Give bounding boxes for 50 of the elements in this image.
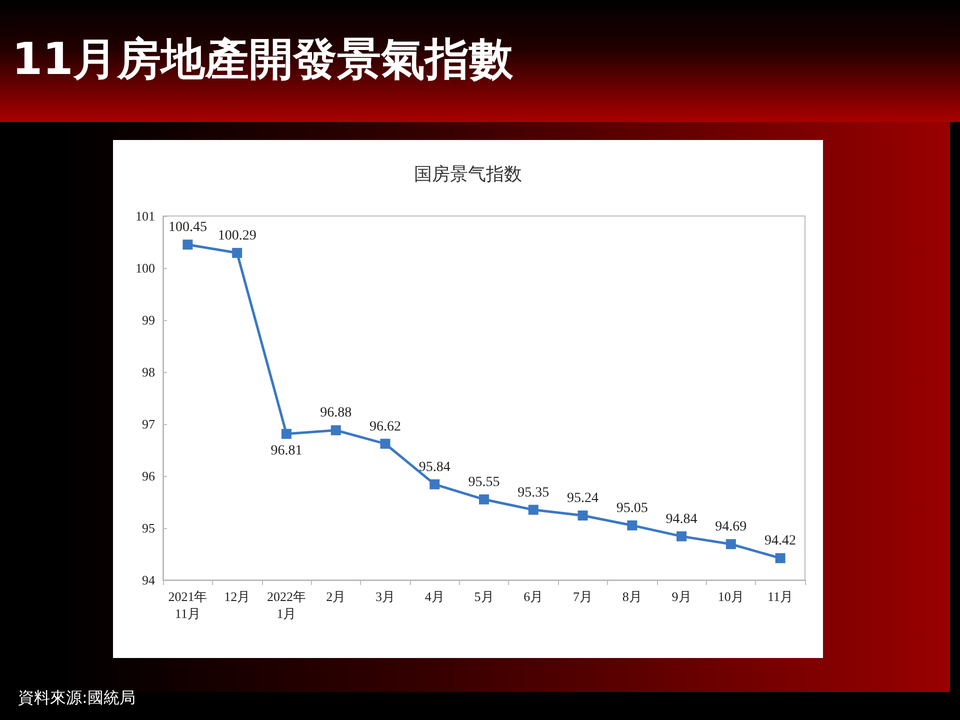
x-tick-label: 2021年 11月	[168, 589, 208, 621]
point	[676, 531, 687, 542]
point	[528, 504, 538, 515]
point	[330, 425, 341, 436]
x-tick-label: 9月	[672, 589, 692, 604]
point	[627, 520, 638, 530]
data-label: 94.69	[715, 520, 747, 535]
x-tick-label: 4月	[424, 589, 444, 604]
point	[281, 428, 292, 439]
x-tick-label: 11月	[768, 589, 794, 604]
data-label: 100.45	[168, 220, 207, 236]
data-label: 95.24	[567, 491, 599, 506]
data-label: 95.35	[518, 485, 550, 500]
x-tick-label: 5月	[474, 589, 494, 604]
point	[430, 479, 440, 490]
data-label: 94.42	[764, 534, 796, 549]
point	[182, 240, 193, 250]
data-label: 95.05	[616, 500, 648, 516]
data-label: 95.84	[418, 460, 450, 475]
point	[380, 438, 390, 449]
chart-subtitle: 国房景气指数	[413, 163, 523, 186]
source-note: 資料來源:國統局	[18, 688, 136, 709]
x-tick-label: 8月	[622, 589, 642, 604]
x-tick-label: 2022年 1月	[266, 589, 306, 621]
point	[232, 248, 242, 258]
y-tick-label: 100	[136, 260, 155, 276]
y-tick-label: 96	[142, 468, 156, 484]
data-label: 94.84	[666, 512, 698, 527]
x-tick-label: 7月	[573, 589, 593, 604]
y-tick-label: 98	[142, 364, 155, 380]
point	[578, 510, 588, 521]
point	[775, 553, 786, 564]
point	[726, 539, 736, 550]
data-label: 96.62	[369, 419, 401, 434]
data-label: 100.29	[218, 228, 256, 244]
x-tick-label: 6月	[524, 589, 544, 604]
y-tick-label: 94	[142, 572, 156, 588]
chart-title: 11月房地產開發景氣指數	[12, 33, 514, 87]
y-tick-label: 95	[142, 520, 155, 536]
y-tick-label: 97	[142, 416, 156, 432]
x-tick-label: 12月	[224, 589, 250, 604]
y-tick-label: 99	[142, 312, 155, 328]
data-label: 96.88	[320, 406, 352, 421]
x-tick-label: 2月	[326, 589, 346, 604]
y-tick-label: 101	[136, 208, 155, 224]
data-label: 96.81	[270, 443, 302, 458]
data-label: 95.55	[468, 474, 500, 490]
point	[479, 494, 489, 504]
x-tick-label: 10月	[718, 589, 744, 604]
x-tick-label: 3月	[375, 589, 395, 604]
